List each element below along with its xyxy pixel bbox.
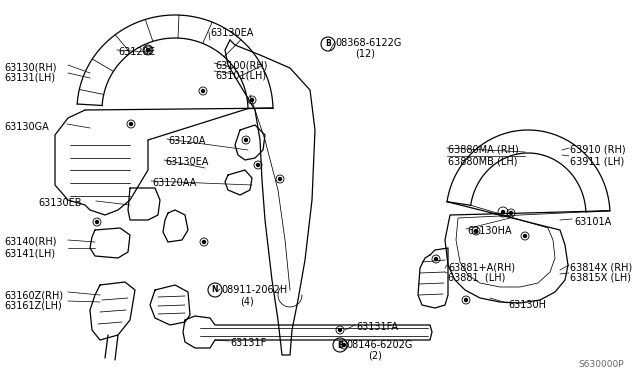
- Text: 63160Z(RH): 63160Z(RH): [4, 290, 63, 300]
- Text: 63880MB (LH): 63880MB (LH): [448, 156, 518, 166]
- Circle shape: [147, 48, 150, 51]
- Circle shape: [435, 257, 438, 260]
- Circle shape: [202, 90, 205, 93]
- Text: 08368-6122G: 08368-6122G: [335, 38, 401, 48]
- Text: 63101(LH): 63101(LH): [215, 71, 266, 81]
- Circle shape: [524, 234, 527, 237]
- Text: B: B: [325, 39, 331, 48]
- Text: N: N: [212, 285, 218, 295]
- Text: 63161Z(LH): 63161Z(LH): [4, 301, 61, 311]
- Text: 63911 (LH): 63911 (LH): [570, 156, 624, 166]
- Text: 08911-2062H: 08911-2062H: [221, 285, 287, 295]
- Circle shape: [474, 230, 477, 232]
- Text: 63130EB: 63130EB: [38, 198, 81, 208]
- Text: 63130GA: 63130GA: [4, 122, 49, 132]
- Text: (4): (4): [240, 296, 253, 306]
- Text: B: B: [337, 340, 343, 350]
- Text: 63910 (RH): 63910 (RH): [570, 145, 626, 155]
- Circle shape: [278, 177, 282, 180]
- Text: (12): (12): [355, 49, 375, 59]
- Text: 63120A: 63120A: [168, 136, 205, 146]
- Text: 63880MA (RH): 63880MA (RH): [448, 145, 519, 155]
- Text: 63131FA: 63131FA: [356, 322, 398, 332]
- Text: 63120E: 63120E: [118, 47, 155, 57]
- Circle shape: [339, 328, 342, 331]
- Text: 63131(LH): 63131(LH): [4, 73, 55, 83]
- Text: 63130H: 63130H: [508, 300, 546, 310]
- Circle shape: [342, 343, 346, 346]
- Text: 08146-6202G: 08146-6202G: [346, 340, 412, 350]
- Text: 63140(RH): 63140(RH): [4, 237, 56, 247]
- Circle shape: [95, 221, 99, 224]
- Text: 63131F: 63131F: [230, 338, 266, 348]
- Text: 63101A: 63101A: [574, 217, 611, 227]
- Text: (2): (2): [368, 351, 382, 361]
- Circle shape: [129, 122, 132, 125]
- Text: 63130EA: 63130EA: [165, 157, 209, 167]
- Text: 63881+A(RH): 63881+A(RH): [448, 262, 515, 272]
- Text: 63141(LH): 63141(LH): [4, 248, 55, 258]
- Text: S630000P: S630000P: [578, 360, 623, 369]
- Text: 63130(RH): 63130(RH): [4, 62, 56, 72]
- Circle shape: [509, 212, 513, 215]
- Circle shape: [465, 298, 467, 301]
- Circle shape: [147, 48, 150, 51]
- Circle shape: [502, 211, 504, 214]
- Circle shape: [257, 164, 259, 167]
- Text: 63130EA: 63130EA: [210, 28, 253, 38]
- Text: 63100(RH): 63100(RH): [215, 60, 268, 70]
- Text: 63881  (LH): 63881 (LH): [448, 273, 506, 283]
- Circle shape: [244, 138, 248, 141]
- Circle shape: [250, 99, 253, 102]
- Circle shape: [202, 241, 205, 244]
- Text: 63815X (LH): 63815X (LH): [570, 273, 631, 283]
- Text: 63814X (RH): 63814X (RH): [570, 262, 632, 272]
- Text: 63120AA: 63120AA: [152, 178, 196, 188]
- Text: 63130HA: 63130HA: [467, 226, 511, 236]
